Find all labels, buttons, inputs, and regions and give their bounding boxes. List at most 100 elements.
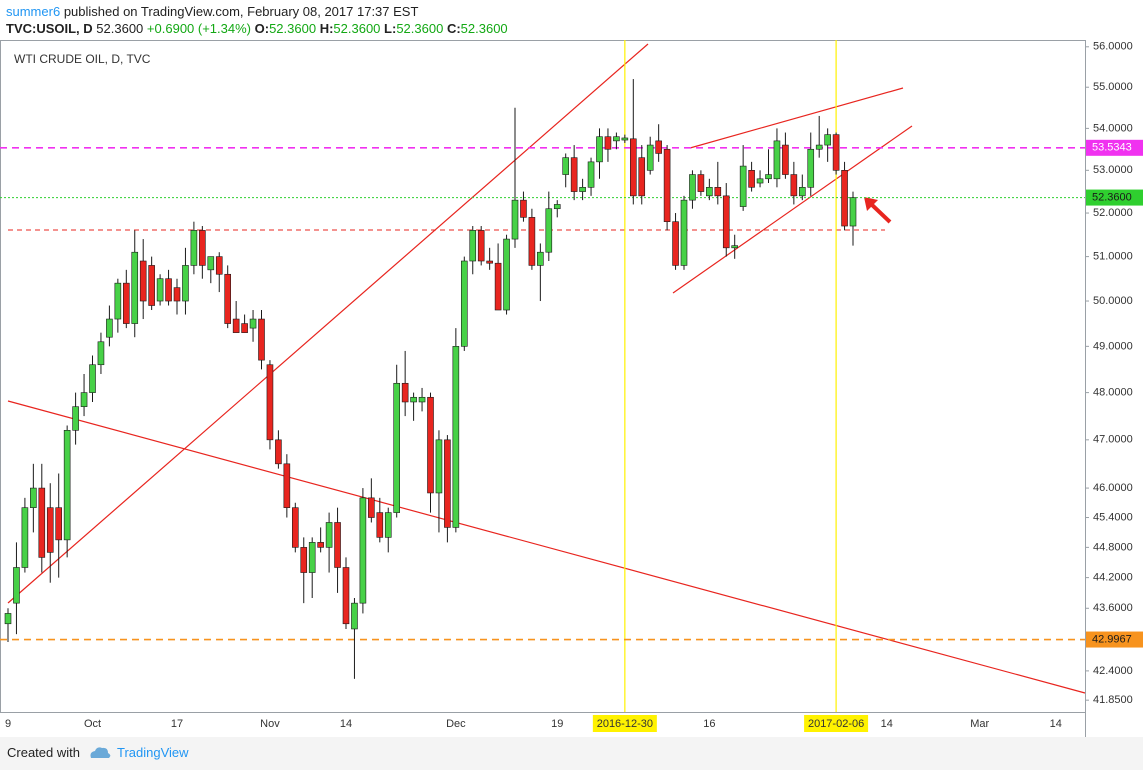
y-tick-label: 44.8000 [1093, 541, 1133, 553]
y-tick-label: 47.0000 [1093, 434, 1133, 446]
candle-body [697, 174, 705, 192]
candle-body [249, 318, 257, 329]
chart: WTI CRUDE OIL, D, TVC 56.0000 55.0000 54.0… [0, 40, 1143, 737]
candle-body [283, 463, 291, 508]
candle-body [173, 287, 181, 302]
ohlc-label: H: [319, 21, 334, 36]
candle-body [359, 497, 367, 604]
ohlc-value: 52.3600 [333, 21, 381, 36]
author[interactable]: summer6 [6, 4, 61, 19]
candle-body [562, 157, 570, 175]
x-tick-label: 19 [551, 718, 563, 730]
candle-body [486, 260, 493, 264]
y-tick-label: 44.2000 [1093, 572, 1133, 584]
candle-body [13, 567, 20, 604]
candle-body [418, 396, 426, 403]
candle-body [199, 230, 206, 266]
y-tick-label: 53.0000 [1093, 164, 1133, 176]
candle-body [824, 134, 831, 146]
candle-body [215, 256, 223, 275]
candle-body [477, 230, 485, 262]
candle-body [629, 138, 637, 197]
ohlc-value: 52.3600 [460, 21, 508, 36]
price-label: 42.9967 [1092, 633, 1132, 645]
y-tick-label: 51.0000 [1093, 251, 1133, 263]
candle-body [410, 396, 417, 403]
candle-body [773, 140, 781, 180]
x-tick-label: 16 [703, 718, 715, 730]
price-label: 53.5343 [1092, 142, 1132, 154]
candle-body [106, 318, 113, 338]
candle-body [131, 251, 139, 324]
candle-body [604, 136, 612, 150]
x-label-highlight [804, 715, 869, 732]
candle-body [300, 547, 308, 573]
x-tick-label: 2016-12-30 [597, 718, 653, 730]
x-tick-label: Mar [970, 718, 989, 730]
ohlc-label: C: [446, 21, 461, 36]
candle-body [97, 341, 105, 366]
candle-body [325, 522, 333, 548]
candle-body [232, 318, 240, 333]
candle-body [393, 382, 401, 513]
candle-body [570, 157, 578, 192]
candle-body [815, 144, 823, 150]
candle-body [275, 439, 282, 465]
candle-body [756, 178, 764, 184]
wedge-lower[interactable] [672, 125, 913, 294]
candle-body [258, 318, 265, 361]
candle-body [139, 260, 147, 302]
candle-body [528, 217, 536, 266]
candle-body [317, 542, 324, 548]
x-tick-label: 14 [881, 718, 893, 730]
candle-body [190, 230, 198, 266]
header: summer6 published on TradingView.com, Fe… [6, 3, 508, 37]
x-tick-label: 17 [171, 718, 183, 730]
x-label-highlight [592, 715, 657, 732]
header-line-1: summer6 published on TradingView.com, Fe… [6, 3, 508, 20]
y-tick-label: 42.4000 [1093, 665, 1133, 677]
candle-body [765, 174, 772, 180]
candle-body [46, 507, 54, 553]
y-tick-label: 41.8500 [1093, 694, 1133, 706]
drawings [7, 40, 1086, 712]
candle-body [537, 251, 544, 266]
candle-body [165, 278, 172, 302]
candle-body [646, 144, 654, 171]
arrow-shaft [868, 201, 892, 224]
logo-cloud [90, 747, 111, 758]
candle-body [722, 195, 730, 249]
candle-body [494, 262, 502, 311]
candle-body [30, 487, 37, 508]
candle-body [351, 602, 358, 630]
y-tick-label: 55.0000 [1093, 81, 1133, 93]
chart-title: WTI CRUDE OIL, D, TVC [14, 52, 151, 66]
footer: Created with TradingView [0, 737, 1143, 770]
candle-body [621, 137, 629, 141]
candle-body [739, 165, 747, 207]
x-tick-label: 14 [1050, 718, 1062, 730]
candle-body [798, 187, 806, 197]
trend-line[interactable] [7, 43, 649, 604]
ohlc-value: 52.3600 [269, 21, 317, 36]
candle-body [587, 161, 595, 188]
wedge-upper[interactable] [689, 87, 904, 149]
candle-body [613, 136, 620, 142]
trend-line[interactable] [7, 400, 1086, 694]
candle-body [655, 140, 662, 154]
ohlc-label: L: [384, 21, 397, 36]
y-tick-label: 48.0000 [1093, 387, 1133, 399]
candle-body [849, 197, 857, 227]
candle-body [672, 221, 679, 266]
candle-body [72, 406, 79, 431]
candle-body [520, 199, 527, 218]
candle-body [444, 439, 451, 528]
candle-body [123, 282, 130, 324]
candle-body [55, 507, 63, 541]
candle-body [207, 256, 215, 271]
y-tick-label: 50.0000 [1093, 295, 1133, 307]
candle-body [680, 199, 688, 266]
footer-prefix: Created with [7, 745, 80, 760]
candle-body [663, 148, 671, 222]
footer-brand[interactable]: TradingView [117, 745, 189, 760]
